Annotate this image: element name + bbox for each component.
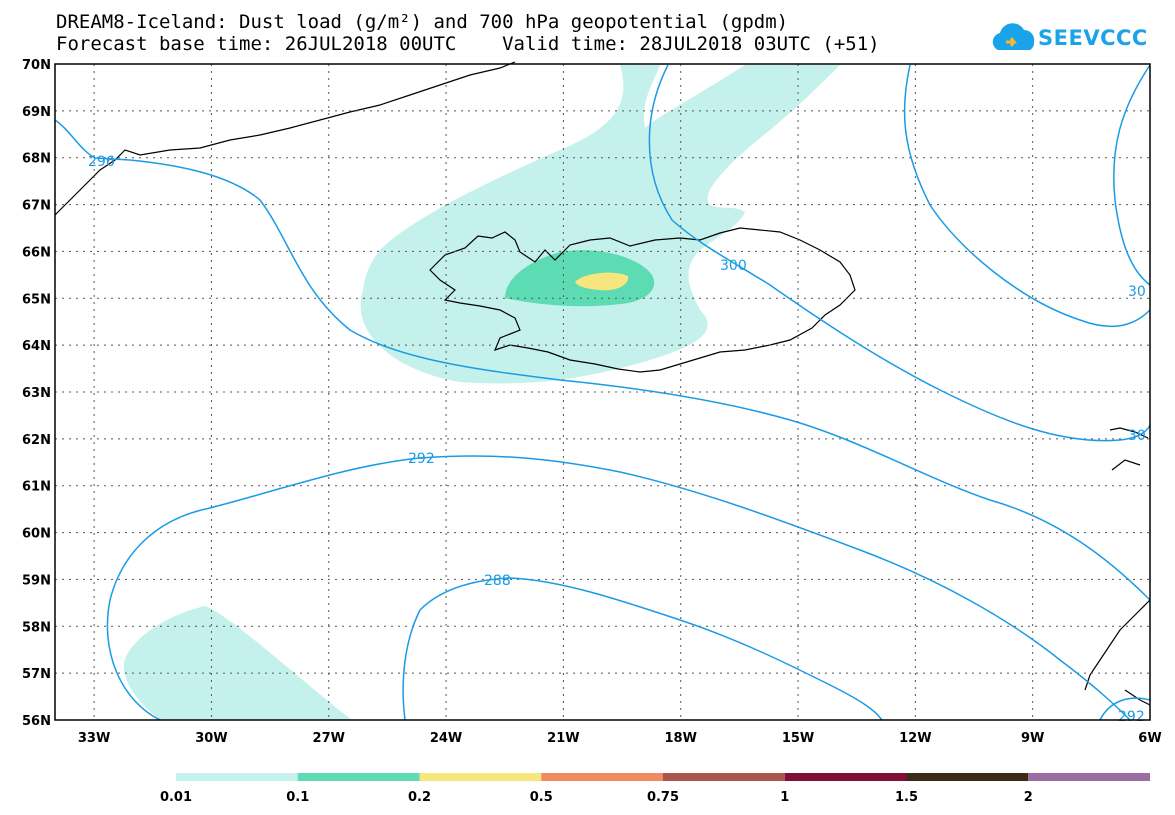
lat-tick-label: 69N (22, 105, 51, 120)
colorbar-label: 1.5 (895, 790, 918, 805)
scotland-coastline (1084, 599, 1151, 706)
colorbar-swatch (419, 773, 542, 781)
lon-axis-labels: 33W 30W 27W 24W 21W 18W 15W 12W 9W 6W (78, 731, 1162, 746)
contour-label: 30 (1128, 284, 1146, 300)
lon-tick-label: 12W (899, 731, 931, 746)
cloud-icon (992, 23, 1035, 50)
lat-tick-label: 60N (22, 527, 51, 542)
contour-label: 292 (408, 451, 435, 467)
dust-area-low (505, 250, 655, 307)
lon-tick-label: 15W (782, 731, 814, 746)
coastlines (54, 61, 1151, 706)
lat-axis-labels: 56N 57N 58N 59N 60N 61N 62N 63N 64N 65N 66N 67N 68N 6… (22, 58, 51, 729)
lat-tick-label: 68N (22, 152, 51, 167)
lat-tick-label: 57N (22, 667, 51, 682)
lat-tick-label: 65N (22, 292, 51, 307)
lon-tick-label: 33W (78, 731, 110, 746)
colorbar-swatch (663, 773, 785, 781)
lat-tick-label: 62N (22, 433, 51, 448)
lat-tick-label: 63N (22, 386, 51, 401)
lat-tick-label: 58N (22, 620, 51, 635)
faroe-shetland-coastline (1109, 427, 1149, 471)
contour-288 (402, 577, 883, 721)
dust-area-south (123, 606, 352, 720)
dust-area-medium (575, 272, 629, 291)
lon-tick-label: 9W (1021, 731, 1044, 746)
colorbar-label: 1 (780, 790, 789, 805)
dust-area-lowest (360, 65, 840, 384)
contour-label: 300 (720, 258, 747, 274)
colorbar-label: 2 (1024, 790, 1033, 805)
lon-tick-label: 30W (195, 731, 227, 746)
colorbar-label: 0.2 (408, 790, 431, 805)
contour-300 (648, 64, 1151, 442)
lon-tick-label: 24W (430, 731, 462, 746)
lon-tick-label: 27W (313, 731, 345, 746)
geopotential-contours (54, 64, 1151, 721)
colorbar-swatch (906, 773, 1029, 781)
seevccc-logo: SEEVCCC (990, 18, 1147, 62)
forecast-time-subtitle: Forecast base time: 26JUL2018 00UTC Vali… (56, 33, 880, 55)
contour-296 (54, 119, 1151, 601)
lat-tick-label: 67N (22, 199, 51, 214)
lat-tick-label: 66N (22, 245, 51, 260)
lat-tick-label: 61N (22, 480, 51, 495)
dust-shading (123, 65, 840, 720)
colorbar: 0.01 0.1 0.2 0.5 0.75 1 1.5 2 (160, 773, 1150, 805)
colorbar-label: 0.01 (160, 790, 192, 805)
lon-tick-label: 18W (664, 731, 696, 746)
colorbar-swatch (1028, 773, 1150, 781)
contour-308 (1113, 64, 1151, 286)
contour-label: 30 (1128, 428, 1146, 444)
colorbar-label: 0.75 (647, 790, 679, 805)
map-title: DREAM8-Iceland: Dust load (g/m²) and 700… (56, 11, 789, 33)
greenland-coastline (54, 61, 516, 216)
grid (55, 64, 1150, 720)
contour-labels: 296 300 292 288 30 30 292 (88, 154, 1146, 725)
lon-tick-label: 6W (1138, 731, 1161, 746)
contour-304 (903, 64, 1151, 328)
colorbar-swatch (784, 773, 907, 781)
logo-text: SEEVCCC (1038, 26, 1148, 50)
map-frame (54, 63, 1151, 721)
colorbar-swatch (541, 773, 663, 781)
colorbar-swatch (176, 773, 298, 781)
lon-tick-label: 21W (547, 731, 579, 746)
lat-tick-label: 70N (22, 58, 51, 73)
colorbar-swatch (297, 773, 420, 781)
lat-tick-label: 64N (22, 339, 51, 354)
colorbar-label: 0.5 (530, 790, 553, 805)
contour-292 (106, 455, 1131, 721)
lat-tick-label: 59N (22, 573, 51, 588)
lat-tick-label: 56N (22, 714, 51, 729)
colorbar-label: 0.1 (286, 790, 309, 805)
contour-label: 296 (88, 154, 115, 170)
contour-label: 292 (1118, 709, 1145, 725)
contour-label: 288 (484, 573, 511, 589)
contour-292b (1099, 697, 1151, 721)
iceland-coastline (429, 227, 856, 373)
